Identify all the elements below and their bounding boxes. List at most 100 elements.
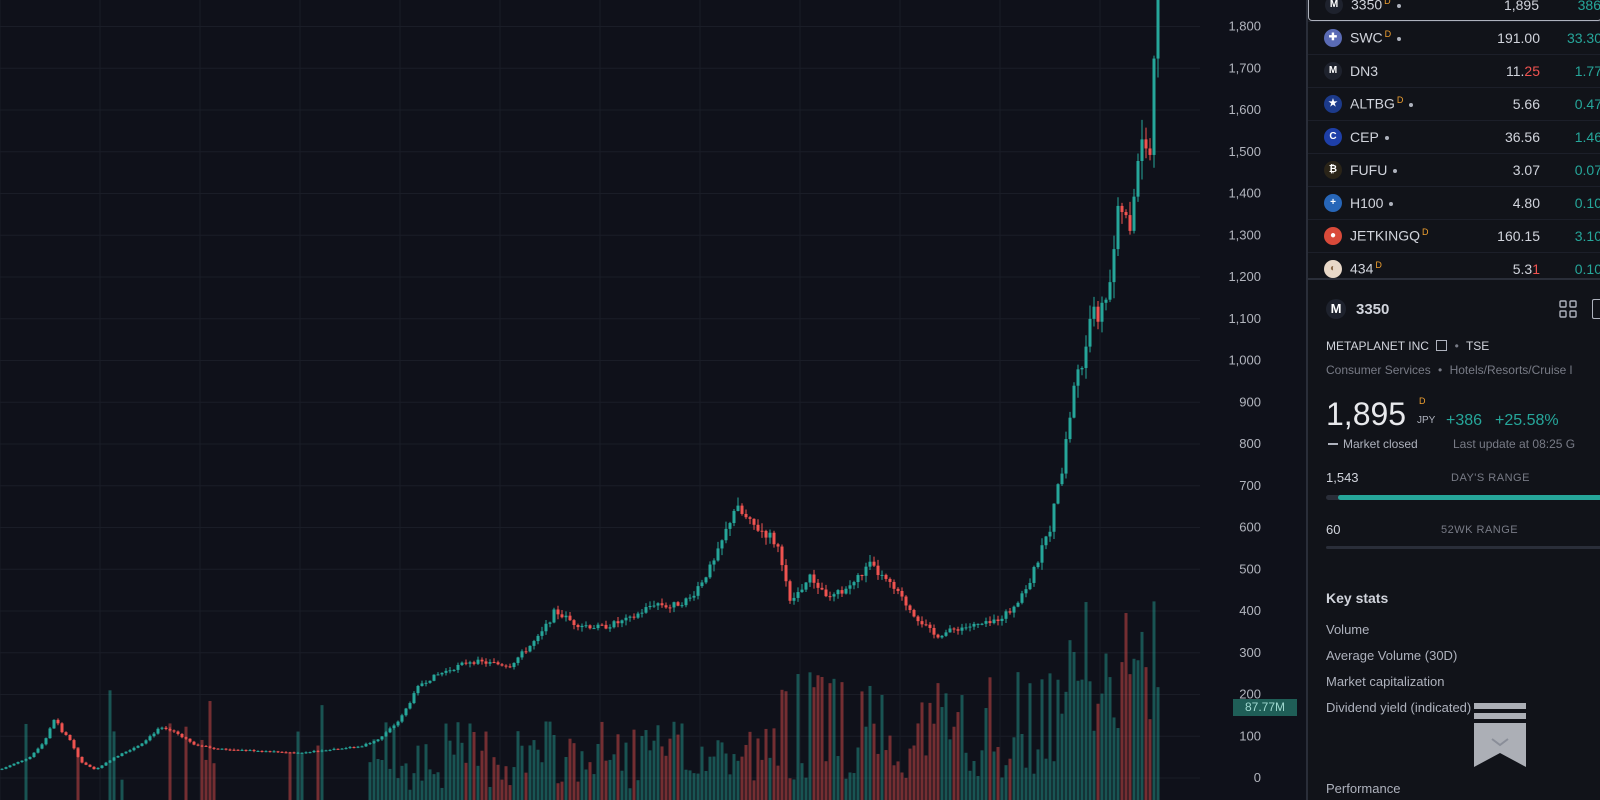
candle-body	[20, 760, 24, 763]
volume-bar	[1048, 673, 1052, 800]
candle-body	[528, 645, 532, 652]
candle-body	[968, 626, 972, 628]
candle-body	[204, 745, 208, 747]
watchlist-symbol: DN3	[1350, 63, 1460, 79]
volume-bar	[968, 770, 972, 800]
price-change: +386	[1446, 412, 1483, 429]
volume-bar	[416, 745, 420, 800]
bookmark-scroll-icon[interactable]	[1472, 703, 1528, 767]
watchlist-row-434[interactable]: ◐ 434 D 5.31 0.10	[1308, 252, 1600, 285]
candle-body	[428, 680, 432, 683]
watchlist-row-3350[interactable]: M 3350 D 1,895 386	[1308, 0, 1600, 21]
candle-body	[884, 574, 888, 579]
watchlist-row-altbg[interactable]: ★ ALTBG D 5.66 0.47	[1308, 87, 1600, 120]
candle-body	[900, 590, 904, 597]
volume-bar	[212, 763, 216, 800]
volume-bar	[940, 707, 944, 800]
company-name[interactable]: METAPLANET INC	[1326, 339, 1429, 353]
candle-body	[388, 728, 392, 733]
candle-body	[36, 748, 40, 753]
candle-body	[692, 595, 696, 598]
volume-bar	[24, 723, 28, 800]
price-chart[interactable]: 1,800 1,700 1,600 1,500 1,400 1,300 1,200 1,100…	[0, 0, 1306, 800]
volume-bar	[992, 751, 996, 800]
watchlist-row-jetkingq[interactable]: ● JETKINGQ D 160.15 3.10	[1308, 219, 1600, 252]
watchlist-row-dn3[interactable]: M DN3 11.25 1.77	[1308, 54, 1600, 87]
candle-body	[292, 752, 296, 754]
delayed-flag: D	[1375, 260, 1382, 271]
volume-bar	[1088, 681, 1092, 800]
volume-bar	[908, 748, 912, 800]
volume-bar	[840, 682, 844, 800]
candle-body	[928, 624, 932, 628]
watchlist-symbol: 434 D	[1350, 260, 1460, 277]
sweden-flag-icon: +	[1324, 193, 1342, 212]
candle-body	[864, 566, 868, 576]
volume-bar	[440, 787, 444, 800]
volume-bar	[752, 780, 756, 800]
candle-body	[1040, 545, 1044, 563]
week52-range-low: 60	[1326, 522, 1341, 537]
candle-body	[892, 581, 896, 589]
candle-body	[324, 750, 328, 752]
candle-body	[860, 575, 864, 577]
candle-body	[1032, 567, 1036, 583]
volume-bar	[996, 746, 1000, 800]
watchlist-row-swc[interactable]: ✚ SWC D 191.00 33.30	[1308, 21, 1600, 54]
volume-bar	[676, 734, 680, 800]
watchlist-row-fufu[interactable]: ₿ FUFU 3.07 0.07	[1308, 153, 1600, 186]
watchlist-symbol: FUFU	[1350, 162, 1460, 178]
candle-body	[812, 574, 816, 583]
candle-body	[108, 760, 112, 763]
candle-body	[568, 615, 572, 621]
price-axis-label: 500	[1239, 561, 1261, 576]
week52-range-label: 52WK RANGE	[1441, 524, 1519, 536]
volume-bar	[836, 756, 840, 800]
candle-body	[376, 739, 380, 742]
volume-bar	[952, 726, 956, 800]
volume-bar	[456, 722, 460, 800]
candle-body	[1092, 306, 1096, 319]
volume-bar	[644, 730, 648, 800]
candle-body	[168, 729, 172, 731]
volume-bar	[776, 765, 780, 800]
external-link-icon[interactable]	[1436, 340, 1448, 351]
candle-body	[408, 703, 412, 709]
watchlist-symbol: ALTBG D	[1350, 95, 1460, 112]
candlestick-chart-canvas[interactable]: 1,800 1,700 1,600 1,500 1,400 1,300 1,200 1,100…	[0, 0, 1306, 800]
candle-body	[364, 743, 368, 747]
industry-link[interactable]: Hotels/Resorts/Cruise l	[1449, 363, 1573, 377]
candle-body	[48, 728, 52, 739]
candle-body	[1100, 302, 1104, 322]
watchlist-row-h100[interactable]: + H100 4.80 0.10	[1308, 186, 1600, 219]
candle-body	[656, 603, 660, 606]
candle-body	[1132, 196, 1136, 231]
price-axis-label: 1,100	[1228, 311, 1261, 326]
volume-bar	[1084, 602, 1088, 800]
volume-bar	[300, 753, 304, 800]
grid-layout-icon[interactable]	[1558, 299, 1578, 319]
candle-body	[1116, 205, 1120, 250]
candle-body	[756, 524, 760, 531]
candle-body	[596, 624, 600, 629]
delayed-flag: D	[1422, 227, 1429, 238]
volume-bar	[1092, 730, 1096, 800]
candle-body	[60, 723, 64, 733]
candle-body	[240, 749, 244, 751]
candle-body	[8, 765, 12, 768]
candle-body	[704, 577, 708, 583]
candle-body	[924, 624, 928, 626]
candle-body	[848, 585, 852, 589]
volume-bar	[400, 765, 404, 800]
candle-body	[176, 731, 180, 734]
candle-body	[716, 548, 720, 561]
panel-toggle-icon[interactable]	[1592, 299, 1600, 319]
watchlist-row-cep[interactable]: C CEP 36.56 1.46	[1308, 120, 1600, 153]
candle-body	[316, 750, 320, 752]
symbol-ticker[interactable]: 3350	[1356, 301, 1390, 318]
candle-body	[1064, 439, 1068, 474]
sector-link[interactable]: Consumer Services	[1326, 363, 1431, 377]
candle-body	[960, 627, 964, 631]
volume-bar	[512, 767, 516, 800]
candle-body	[1036, 562, 1040, 568]
